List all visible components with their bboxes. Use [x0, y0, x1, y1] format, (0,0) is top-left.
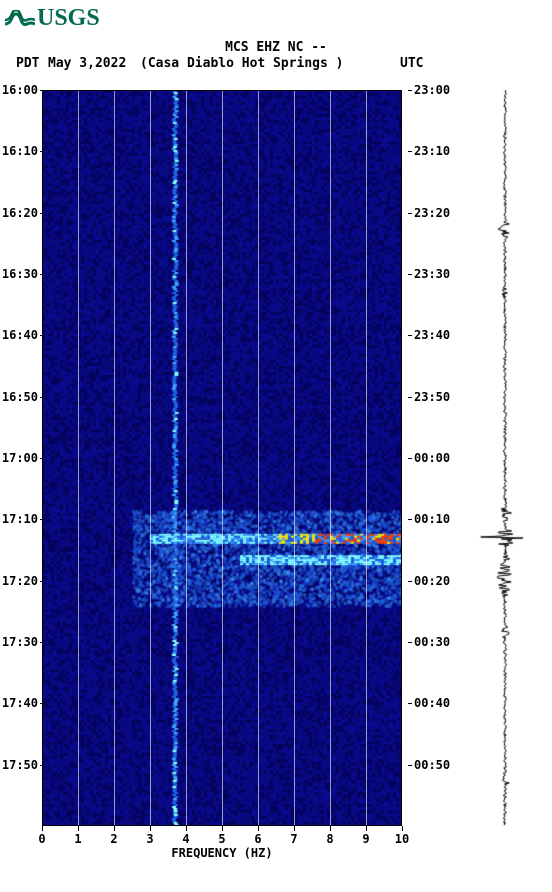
left-time-tick: 17:00 [2, 451, 38, 465]
left-time-tick: 16:30 [2, 267, 38, 281]
right-time-axis: 23:0023:1023:2023:3023:4023:5000:0000:10… [408, 90, 453, 826]
grid-line [78, 90, 79, 826]
x-tick-label: 5 [218, 832, 225, 846]
right-time-tick: 23:00 [414, 83, 450, 97]
right-time-tick: 23:40 [414, 328, 450, 342]
tick-mark [366, 826, 367, 831]
right-timezone-label: UTC [400, 56, 423, 71]
x-tick-label: 9 [362, 832, 369, 846]
grid-line [150, 90, 151, 826]
spectrogram-plot [42, 90, 402, 826]
waveform-panel [470, 90, 540, 826]
x-tick-label: 4 [182, 832, 189, 846]
tick-mark [408, 151, 412, 152]
right-time-tick: 00:20 [414, 574, 450, 588]
tick-mark [40, 703, 44, 704]
tick-mark [408, 397, 412, 398]
tick-mark [40, 765, 44, 766]
x-axis-label: FREQUENCY (HZ) [42, 846, 402, 860]
left-time-tick: 16:50 [2, 390, 38, 404]
right-time-tick: 00:10 [414, 512, 450, 526]
tick-mark [78, 826, 79, 831]
station-label: (Casa Diablo Hot Springs ) [140, 56, 344, 71]
right-time-tick: 23:10 [414, 144, 450, 158]
grid-line [186, 90, 187, 826]
tick-mark [408, 213, 412, 214]
usgs-wave-icon [5, 10, 35, 28]
grid-line [330, 90, 331, 826]
tick-mark [408, 274, 412, 275]
x-tick-label: 3 [146, 832, 153, 846]
left-time-tick: 17:10 [2, 512, 38, 526]
tick-mark [402, 826, 403, 831]
tick-mark [40, 519, 44, 520]
tick-mark [408, 765, 412, 766]
tick-mark [408, 90, 412, 91]
waveform-canvas [470, 90, 540, 826]
tick-mark [294, 826, 295, 831]
right-time-tick: 23:20 [414, 206, 450, 220]
tick-mark [40, 90, 44, 91]
tick-mark [40, 581, 44, 582]
tick-mark [42, 826, 43, 831]
grid-line [366, 90, 367, 826]
x-tick-label: 8 [326, 832, 333, 846]
tick-mark [408, 642, 412, 643]
usgs-logo: USGS [5, 5, 100, 32]
right-time-tick: 23:30 [414, 267, 450, 281]
tick-mark [150, 826, 151, 831]
tick-mark [40, 642, 44, 643]
date-label: May 3,2022 [48, 56, 126, 71]
tick-mark [408, 703, 412, 704]
tick-mark [114, 826, 115, 831]
tick-mark [40, 458, 44, 459]
left-time-tick: 17:20 [2, 574, 38, 588]
tick-mark [40, 151, 44, 152]
right-time-tick: 00:40 [414, 696, 450, 710]
x-tick-label: 6 [254, 832, 261, 846]
tick-mark [40, 274, 44, 275]
tick-mark [408, 458, 412, 459]
x-tick-label: 10 [395, 832, 409, 846]
grid-line [258, 90, 259, 826]
x-tick-label: 7 [290, 832, 297, 846]
chart-title: MCS EHZ NC -- [0, 40, 552, 55]
tick-mark [40, 213, 44, 214]
tick-mark [330, 826, 331, 831]
tick-mark [408, 519, 412, 520]
left-time-tick: 16:40 [2, 328, 38, 342]
left-time-tick: 16:20 [2, 206, 38, 220]
right-time-tick: 00:50 [414, 758, 450, 772]
tick-mark [222, 826, 223, 831]
left-time-tick: 16:00 [2, 83, 38, 97]
grid-line [114, 90, 115, 826]
tick-mark [408, 581, 412, 582]
left-time-tick: 17:50 [2, 758, 38, 772]
tick-mark [186, 826, 187, 831]
left-time-tick: 17:30 [2, 635, 38, 649]
x-tick-label: 0 [38, 832, 45, 846]
right-time-tick: 00:30 [414, 635, 450, 649]
tick-mark [408, 335, 412, 336]
grid-line [294, 90, 295, 826]
left-time-axis: 16:0016:1016:2016:3016:4016:5017:0017:10… [0, 90, 40, 826]
right-time-tick: 23:50 [414, 390, 450, 404]
tick-mark [40, 335, 44, 336]
tick-mark [40, 397, 44, 398]
grid-line [222, 90, 223, 826]
usgs-logo-text: USGS [37, 5, 100, 32]
left-time-tick: 17:40 [2, 696, 38, 710]
x-tick-label: 2 [110, 832, 117, 846]
tick-mark [258, 826, 259, 831]
right-time-tick: 00:00 [414, 451, 450, 465]
left-time-tick: 16:10 [2, 144, 38, 158]
left-timezone-label: PDT [16, 56, 39, 71]
x-tick-label: 1 [74, 832, 81, 846]
